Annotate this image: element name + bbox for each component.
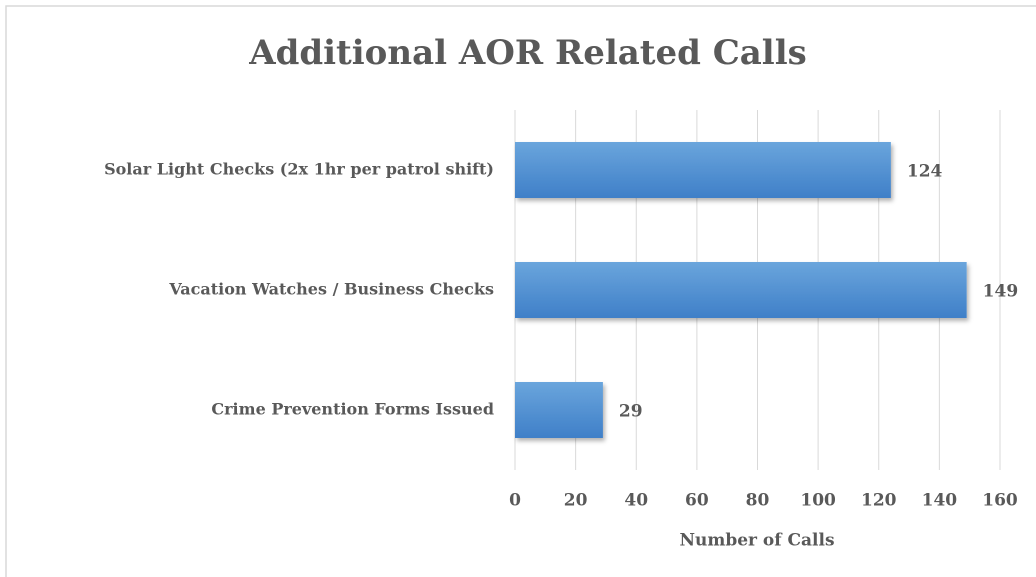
y-tick-label: Crime Prevention Forms Issued xyxy=(211,400,494,419)
chart-title: Additional AOR Related Calls xyxy=(248,33,807,73)
x-tick-label: 40 xyxy=(624,491,648,511)
y-tick-label: Vacation Watches / Business Checks xyxy=(168,280,494,299)
x-tick-label: 0 xyxy=(509,491,521,511)
bar xyxy=(515,382,603,438)
chart-border xyxy=(5,5,1036,577)
x-tick-label: 100 xyxy=(800,491,836,511)
bar xyxy=(515,142,891,198)
y-tick-label: Solar Light Checks (2x 1hr per patrol sh… xyxy=(104,160,494,179)
x-tick-label: 160 xyxy=(982,491,1018,511)
data-label: 29 xyxy=(619,402,643,422)
x-tick-label: 140 xyxy=(922,491,958,511)
data-label: 124 xyxy=(907,162,943,182)
x-axis-label: Number of Calls xyxy=(679,531,834,551)
x-tick-label: 60 xyxy=(685,491,709,511)
x-tick-label: 20 xyxy=(564,491,588,511)
data-label: 149 xyxy=(983,282,1019,302)
x-tick-label: 80 xyxy=(746,491,770,511)
x-tick-label: 120 xyxy=(861,491,897,511)
bar xyxy=(515,262,967,318)
